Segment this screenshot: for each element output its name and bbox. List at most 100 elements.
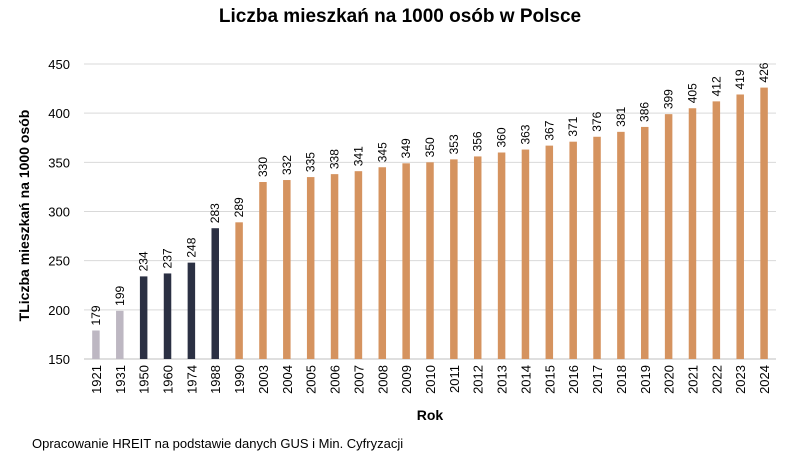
x-tick-label: 2020 [662,365,677,394]
x-tick-label: 2003 [256,365,271,394]
data-label: 356 [471,131,485,151]
data-label: 371 [566,116,580,136]
data-label: 399 [662,89,676,109]
data-label: 386 [638,102,652,122]
data-label: 179 [89,305,103,325]
x-tick-label: 2009 [399,365,414,394]
data-label: 234 [137,251,151,271]
x-tick-label: 1950 [137,365,152,394]
x-tick-label: 2005 [304,365,319,394]
data-label: 376 [590,111,604,131]
bar [569,141,577,359]
data-label: 412 [709,76,723,96]
x-tick-label: 1990 [232,365,247,394]
y-tick-label: 350 [48,155,70,170]
data-label: 360 [495,127,509,147]
y-tick-label: 300 [48,205,70,220]
data-label: 332 [280,155,294,175]
bar [139,276,148,359]
bar [521,149,530,359]
x-tick-label: 1921 [89,365,104,394]
bar [330,174,339,359]
bar [378,167,387,359]
bar [163,273,172,359]
data-label: 335 [304,152,318,172]
bar [712,101,721,359]
data-label: 289 [232,197,246,217]
chart-title: Liczba mieszkań na 1000 osób w Polsce [218,6,582,27]
bar [92,330,100,359]
bar [736,94,744,359]
x-tick-label: 1960 [161,365,176,394]
y-tick-label: 400 [48,106,70,121]
x-tick-label: 2018 [614,365,629,394]
x-tick-label: 2017 [590,365,605,394]
bar [545,145,554,359]
x-tick-label: 1931 [113,365,128,394]
x-tick-label: 2019 [638,365,653,394]
y-tick-label: 250 [48,254,70,269]
x-tick-label: 2016 [566,365,581,394]
data-label: 349 [399,138,413,158]
x-tick-label: 2008 [375,365,390,394]
bar [306,177,315,359]
data-label: 248 [184,237,198,257]
x-tick-label: 2014 [518,365,533,394]
x-tick-label: 2023 [733,365,748,394]
bar [450,159,458,359]
bar [641,126,649,359]
x-tick-label: 1974 [184,365,199,394]
x-tick-label: 2007 [351,365,366,394]
bar [354,171,363,359]
bar [497,152,506,359]
x-tick-label: 2013 [495,365,510,394]
bar [426,162,434,359]
bar [259,182,267,359]
y-axis-title: TLiczba mieszkań na 1000 osób [16,110,32,322]
x-tick-label: 2006 [328,365,343,394]
x-axis-title: Rok [417,407,444,423]
bar [688,108,697,359]
data-label: 363 [518,124,532,144]
data-label: 426 [757,62,771,82]
data-label: 367 [542,120,556,140]
bar [235,222,243,359]
bar [187,262,196,359]
data-label: 419 [733,69,747,89]
x-tick-label: 2021 [685,365,700,394]
data-label: 338 [328,149,342,169]
bar [664,114,673,360]
x-tick-label: 2004 [280,365,295,394]
data-label: 350 [423,137,437,157]
data-label: 199 [113,285,127,305]
x-tick-label: 2010 [423,365,438,394]
bar [760,87,768,359]
data-label: 341 [351,146,365,166]
data-label: 405 [685,83,699,103]
data-label: 283 [208,203,222,223]
source-note: Opracowanie HREIT na podstawie danych GU… [32,436,404,451]
bar [211,228,219,359]
x-tick-label: 2024 [757,365,772,394]
y-tick-label: 150 [48,352,70,367]
bar [283,180,291,359]
data-label: 237 [161,248,175,268]
bar [593,136,601,359]
y-tick-label: 200 [48,303,70,318]
data-label: 330 [256,157,270,177]
x-tick-label: 2011 [447,365,462,393]
data-label: 381 [614,107,628,127]
bar [617,131,625,359]
bar [473,156,482,359]
y-tick-label: 450 [48,57,70,72]
bar [116,310,124,359]
x-tick-label: 2012 [471,365,486,394]
x-tick-label: 1988 [208,365,223,394]
data-label: 353 [447,134,461,154]
bar [402,163,410,359]
data-label: 345 [375,142,389,162]
x-tick-label: 2015 [542,365,557,394]
x-tick-label: 2022 [709,365,724,394]
